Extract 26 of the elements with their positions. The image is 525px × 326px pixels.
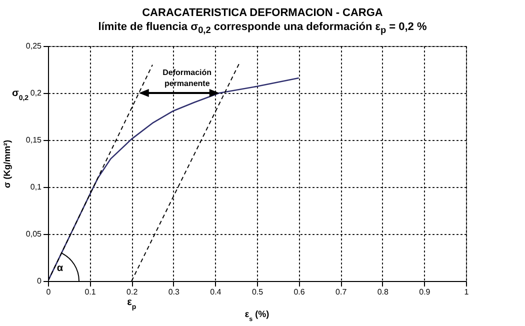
y-tick-label: 0,2 [30,88,42,98]
y-tick-label: 0,15 [26,136,42,144]
y-tick-label: 0,1 [30,182,42,192]
y-axis-title: σ (Kg/mm²) [2,140,12,188]
annotation: Deformación permanente [162,68,212,88]
y-tick-label: 0,25 [26,42,42,50]
x-tick-label: 0.2 [126,288,138,296]
line-series [48,77,300,281]
chart-subtitle: límite de fluencia σ$_{0,2}$ corresponde una deformación ε$_{p}$ = 0,2 % [97,20,428,38]
text: ε$_{p}$ [127,297,136,310]
y-tick-label: 0 [37,276,42,286]
x-axis-title: ε$_{s}$ (%) [244,309,270,322]
text: σ$_{0,2}$ [12,88,29,102]
annotation: α [56,263,64,274]
x-tick-label: 0.7 [336,288,348,296]
x-tick-label: 0.9 [419,288,431,296]
x-tick-label: 0.4 [210,288,222,296]
y-tick-label: 0,05 [26,230,42,238]
x-tick-label: 0.3 [168,288,180,296]
x-tick-label: 0.5 [252,288,264,296]
chart-title: CARACATERISTICA DEFORMACION - CARGA [141,6,384,20]
x-tick-label: 0 [46,288,52,296]
x-tick-label: 0.1 [84,288,96,296]
x-tick-label: 0.8 [377,288,390,296]
x-tick-label: 1 [464,288,470,296]
x-tick-label: 0.6 [294,288,306,296]
